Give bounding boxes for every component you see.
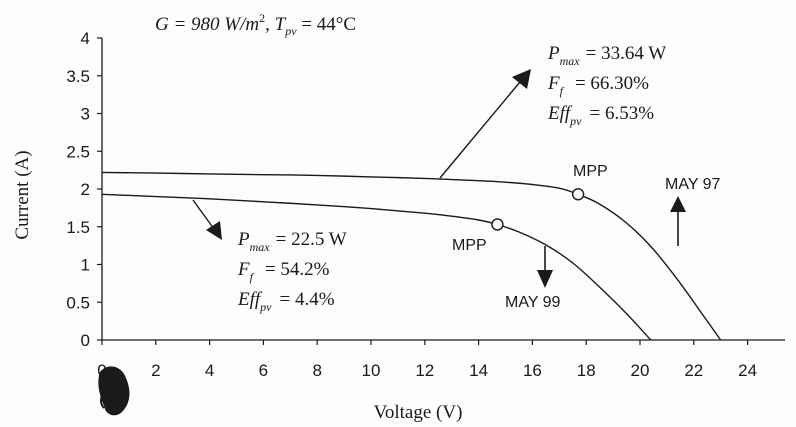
ff-line: Ff = 66.30% xyxy=(547,73,649,98)
x-tick-label: 6 xyxy=(259,361,268,380)
series-label-may-97: MAY 97 xyxy=(665,176,721,193)
x-tick-label: 24 xyxy=(738,361,757,380)
ink-blot-mark xyxy=(98,366,130,416)
x-axis-label: Voltage (V) xyxy=(374,402,463,423)
y-tick-label: 1 xyxy=(81,256,90,275)
x-tick-label: 14 xyxy=(469,361,488,380)
x-tick-label: 2 xyxy=(151,361,160,380)
x-tick-label: 18 xyxy=(577,361,596,380)
mpp-marker-may-99 xyxy=(491,218,504,231)
pmax-line: Pmax = 33.64 W xyxy=(547,43,666,68)
curve-may-99 xyxy=(101,193,652,341)
x-tick-label: 20 xyxy=(631,361,650,380)
mpp-marker-may-97 xyxy=(571,188,585,201)
y-tick-label: 2 xyxy=(81,180,90,199)
y-tick-label: 4 xyxy=(81,29,90,48)
y-tick-label: 0.5 xyxy=(66,293,90,312)
chart-title: G = 980 W/m2, Tpv = 44°C xyxy=(155,11,356,38)
annotation-may-99: Pmax = 22.5 W Ff = 54.2% Effpv = 4.4% xyxy=(237,229,347,314)
ff-line: Ff = 54.2% xyxy=(237,259,330,284)
annotation-may-97: Pmax = 33.64 W Ff = 66.30% Effpv = 6.53% xyxy=(547,43,666,128)
pointer-arrow-upper xyxy=(439,69,531,179)
down-arrow-icon xyxy=(537,246,553,288)
x-tick-label: 12 xyxy=(415,361,434,380)
y-tick-label: 3.5 xyxy=(66,67,90,86)
y-tick-label: 0 xyxy=(81,331,90,350)
y-tick-label: 1.5 xyxy=(66,218,90,237)
y-tick-group: 0 0.5 1 1.5 2 2.5 3 3.5 4 xyxy=(66,29,102,350)
y-tick-label: 3 xyxy=(81,105,90,124)
x-tick-group: 024681012141618202224 xyxy=(97,340,757,380)
x-tick-label: 8 xyxy=(312,361,321,380)
up-arrow-icon xyxy=(670,196,686,246)
x-tick-label: 22 xyxy=(684,361,703,380)
x-tick-label: 4 xyxy=(205,361,214,380)
pointer-arrow-lower xyxy=(192,199,222,240)
pmax-line: Pmax = 22.5 W xyxy=(237,229,347,254)
x-tick-label: 16 xyxy=(523,361,542,380)
series-label-may-99: MAY 99 xyxy=(505,294,561,311)
eff-line: Effpv = 6.53% xyxy=(547,103,654,128)
y-axis-label: Current (A) xyxy=(12,150,33,239)
mpp-label-may-99: MPP xyxy=(452,237,487,254)
x-tick-label: 10 xyxy=(362,361,381,380)
mpp-label-may-97: MPP xyxy=(573,163,608,180)
eff-line: Effpv = 4.4% xyxy=(237,289,335,314)
y-tick-label: 2.5 xyxy=(66,142,90,161)
curve-may-97 xyxy=(101,171,722,341)
